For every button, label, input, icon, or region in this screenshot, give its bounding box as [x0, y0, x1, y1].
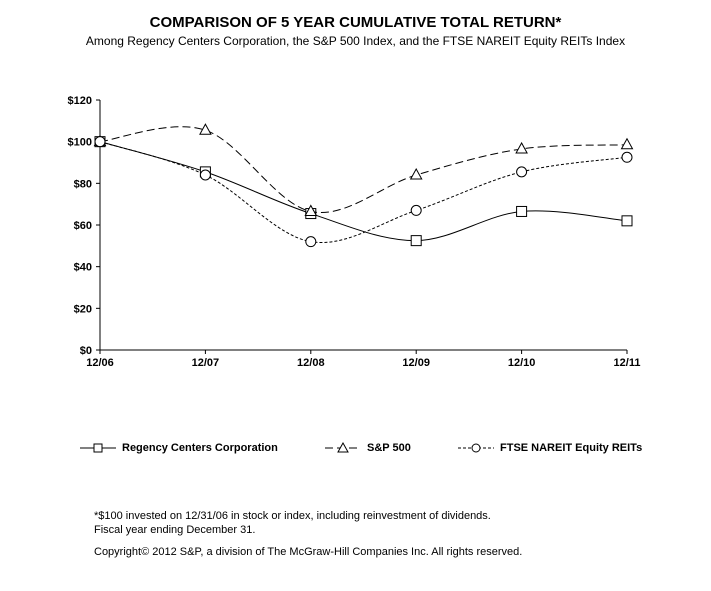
y-tick-label: $120 [68, 95, 92, 107]
legend-label: Regency Centers Corporation [122, 442, 278, 454]
x-tick-label: 12/07 [192, 357, 220, 369]
footnote-investment: *$100 invested on 12/31/06 in stock or i… [94, 510, 491, 522]
data-point-triangle [409, 167, 423, 180]
legend-swatch-square [80, 443, 116, 453]
legend-label: S&P 500 [367, 442, 411, 454]
series-line-0 [99, 141, 628, 242]
data-point-circle [199, 169, 211, 181]
data-point-square [410, 235, 422, 247]
x-tick-label: 12/09 [402, 357, 430, 369]
data-point-triangle [304, 204, 318, 216]
y-tick-label: $80 [74, 178, 92, 190]
data-point-circle [410, 204, 422, 216]
y-tick-label: $60 [74, 220, 92, 232]
data-point-circle [516, 166, 528, 178]
footnote-fiscal-year: Fiscal year ending December 31. [94, 524, 256, 536]
y-tick-label: $100 [68, 137, 92, 149]
legend-item: FTSE NAREIT Equity REITs [458, 441, 642, 455]
y-tick-label: $20 [74, 303, 92, 315]
legend-item: S&P 500 [325, 441, 411, 455]
legend-item: Regency Centers Corporation [80, 441, 278, 455]
chart-title: COMPARISON OF 5 YEAR CUMULATIVE TOTAL RE… [149, 14, 562, 31]
x-tick-label: 12/10 [508, 357, 536, 369]
x-tick-label: 12/06 [86, 357, 114, 369]
series-line-1 [99, 126, 628, 214]
legend-swatch-triangle [325, 441, 361, 453]
data-point-circle [94, 136, 106, 148]
data-point-circle [305, 236, 317, 248]
x-tick-label: 12/11 [614, 357, 641, 369]
data-point-triangle [515, 141, 528, 154]
data-point-triangle [620, 137, 634, 150]
series-line-2 [99, 141, 628, 244]
y-tick-label: $40 [74, 262, 92, 274]
copyright-notice: Copyright© 2012 S&P, a division of The M… [94, 546, 523, 558]
legend-swatch-circle [458, 443, 494, 453]
data-point-square [516, 205, 528, 217]
legend-label: FTSE NAREIT Equity REITs [500, 442, 643, 454]
data-point-triangle [199, 123, 212, 135]
data-point-square [621, 215, 633, 227]
chart-subtitle: Among Regency Centers Corporation, the S… [85, 34, 626, 48]
data-point-circle [621, 151, 633, 163]
y-tick-label: $0 [80, 345, 92, 357]
x-tick-label: 12/08 [297, 357, 325, 369]
